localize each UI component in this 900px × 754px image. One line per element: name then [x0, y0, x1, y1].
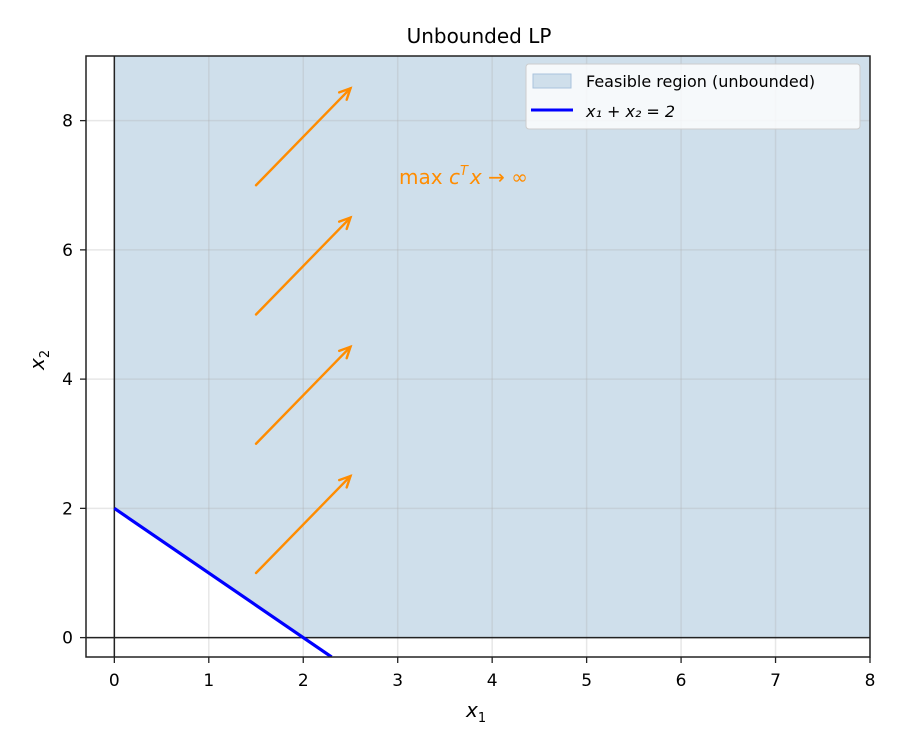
annotation-prefix: max	[399, 165, 449, 189]
arrow-head	[338, 215, 353, 231]
x-axis-label: x1	[465, 698, 486, 726]
arrow-head	[338, 86, 353, 101]
objective-arrow-icon	[254, 344, 353, 445]
y-tick-label: 0	[62, 629, 73, 649]
objective-arrow-icon	[254, 474, 353, 575]
annotation: max cT x → ∞	[399, 164, 528, 189]
legend-box	[525, 63, 861, 130]
chart-title-text: Unbounded LP	[407, 24, 552, 48]
y-tick-label: 6	[62, 241, 73, 261]
x-axis-label-sub: 1	[478, 711, 486, 726]
annotation-sup: T	[460, 164, 469, 179]
y-axis-label-text: x2	[25, 350, 53, 371]
arrow-shaft	[254, 87, 352, 187]
axes: 0 1 2 3 4 5 6 7 8 0 2 4 6 8	[62, 55, 876, 691]
legend: Feasible region (unbounded) x₁ + x₂ = 2	[525, 63, 861, 130]
annotation-c: c	[449, 165, 460, 189]
x-tick-label: 2	[298, 671, 309, 691]
arrow-head	[338, 344, 353, 360]
x-tick-label: 0	[109, 671, 120, 691]
x-tick-label: 4	[487, 671, 498, 691]
constraint-line	[113, 507, 333, 657]
y-axis-label-main: x	[25, 358, 49, 371]
x-tick-label: 1	[203, 671, 214, 691]
arrow-shaft	[254, 474, 352, 575]
plot-area	[86, 56, 870, 657]
x-axis-label-text: x1	[465, 698, 486, 726]
y-tick-label: 8	[62, 112, 73, 132]
objective-arrow-icon	[254, 86, 353, 187]
arrow-shaft	[254, 216, 352, 316]
legend-line-label: x₁ + x₂ = 2	[585, 102, 675, 121]
legend-fill-swatch-icon	[532, 73, 572, 89]
objective-arrow-icon	[254, 215, 353, 316]
legend-fill-label: Feasible region (unbounded)	[586, 72, 815, 91]
annotation-suffix: → ∞	[482, 165, 528, 189]
x-tick-label: 5	[581, 671, 592, 691]
y-axis-label: x2	[25, 350, 53, 371]
arrow-head	[338, 474, 353, 489]
y-tick-label: 2	[62, 499, 73, 519]
arrow-shaft	[254, 345, 352, 445]
x-tick-label: 7	[770, 671, 781, 691]
plot-frame	[85, 55, 871, 658]
x-tick-label: 6	[676, 671, 687, 691]
x-tick-label: 3	[392, 671, 403, 691]
x-axis-label-main: x	[465, 698, 478, 722]
chart-title: Unbounded LP	[407, 24, 552, 48]
y-axis-label-sub: 2	[38, 350, 53, 358]
annotation-text: max cT x → ∞	[399, 164, 528, 189]
x-tick-label: 8	[865, 671, 876, 691]
y-tick-label: 4	[62, 370, 73, 390]
feasible-region	[114, 56, 870, 638]
annotation-x: x	[469, 165, 482, 189]
